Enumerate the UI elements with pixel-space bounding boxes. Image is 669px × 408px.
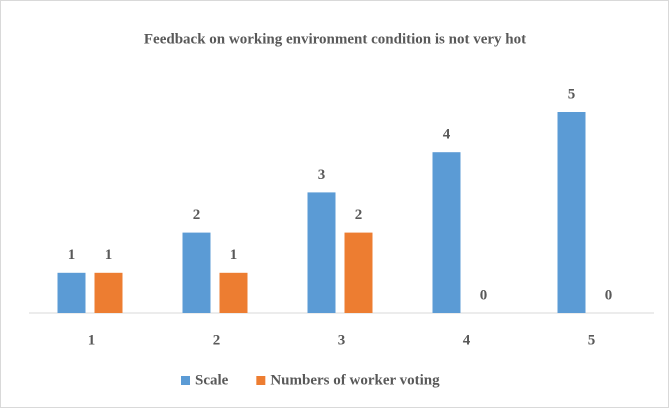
- bar: [94, 272, 123, 313]
- x-tick-label: 3: [338, 332, 346, 348]
- data-label: 0: [605, 287, 613, 303]
- bar: [557, 112, 586, 313]
- legend-swatch: [181, 376, 190, 385]
- x-tick-label: 4: [463, 332, 471, 348]
- legend-label: Numbers of worker voting: [270, 372, 440, 388]
- data-label: 1: [68, 247, 76, 263]
- data-label: 4: [443, 127, 451, 143]
- chart-title: Feedback on working environment conditio…: [144, 31, 526, 47]
- data-label: 0: [480, 287, 488, 303]
- data-label: 5: [568, 86, 576, 102]
- bar: [344, 232, 373, 313]
- legend-swatch: [256, 376, 266, 385]
- data-label: 3: [318, 167, 326, 183]
- legend-label: Scale: [195, 372, 229, 388]
- data-label: 1: [230, 247, 238, 263]
- bar: [307, 192, 336, 313]
- x-tick-label: 1: [88, 332, 96, 348]
- x-tick-label: 5: [588, 332, 596, 348]
- data-label: 1: [105, 247, 113, 263]
- bar: [182, 232, 211, 313]
- data-label: 2: [355, 207, 363, 223]
- data-label: 2: [193, 207, 201, 223]
- bar: [57, 272, 86, 313]
- x-tick-label: 2: [213, 332, 221, 348]
- bar: [432, 152, 461, 313]
- bar: [219, 272, 248, 313]
